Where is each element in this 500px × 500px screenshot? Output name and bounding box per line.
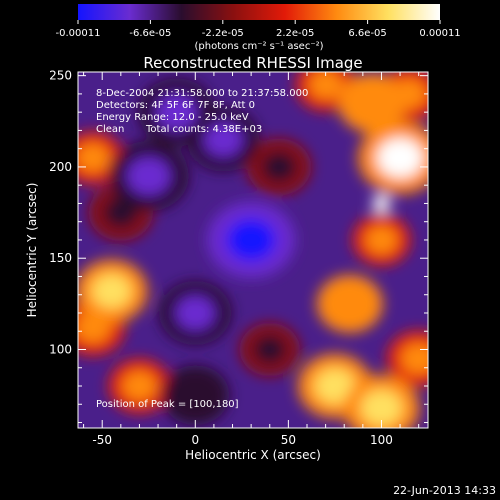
emission-core bbox=[91, 273, 132, 309]
y-tick-label: 200 bbox=[49, 160, 72, 174]
emission-core bbox=[261, 151, 297, 183]
emission-core bbox=[122, 370, 157, 402]
emission-core bbox=[376, 137, 424, 178]
colorbar-tick-label: -0.00011 bbox=[56, 28, 101, 39]
colorbar bbox=[78, 4, 440, 20]
colorbar-tick-label: 6.6e-05 bbox=[348, 28, 386, 39]
emission-core bbox=[226, 219, 276, 261]
x-axis-label: Heliocentric X (arcsec) bbox=[185, 448, 321, 462]
emission-core bbox=[331, 287, 368, 320]
emission-core bbox=[309, 72, 343, 100]
x-axis-ticks: -50 0 50 100 bbox=[83, 72, 420, 447]
x-tick-label: 0 bbox=[191, 433, 199, 447]
annotation-method: Clean bbox=[96, 124, 124, 135]
chart-title: Reconstructed RHESSI Image bbox=[143, 54, 362, 72]
emission-core bbox=[353, 86, 391, 120]
emission-core bbox=[360, 389, 403, 427]
annotation-energy: Energy Range: 12.0 - 25.0 keV bbox=[96, 112, 249, 123]
emission-core bbox=[365, 225, 398, 255]
y-tick-label: 150 bbox=[49, 251, 72, 265]
emission-core bbox=[126, 156, 171, 196]
colorbar-ticks: -0.00011 -6.6e-05 -2.2e-05 2.2e-05 6.6e-05 0.… bbox=[56, 20, 461, 39]
annotation-time: 8-Dec-2004 21:31:58.000 to 21:37:58.000 bbox=[96, 88, 308, 99]
emission-core bbox=[155, 93, 198, 131]
x-tick-label: 100 bbox=[370, 433, 393, 447]
y-axis-label: Heliocentric Y (arcsec) bbox=[25, 183, 39, 318]
annotation-peak: Position of Peak = [100,180] bbox=[96, 399, 239, 410]
y-tick-label: 250 bbox=[49, 69, 72, 83]
colorbar-unit: (photons cm⁻² s⁻¹ asec⁻²) bbox=[194, 41, 323, 52]
footer-timestamp: 22-Jun-2013 14:33 bbox=[393, 484, 496, 497]
emission-core bbox=[401, 343, 428, 375]
y-tick-label: 100 bbox=[49, 342, 72, 356]
y-axis-ticks: 100 150 200 250 bbox=[49, 69, 428, 424]
x-tick-label: -50 bbox=[92, 433, 112, 447]
emission-core bbox=[78, 143, 110, 173]
emission-core bbox=[314, 368, 356, 404]
x-tick-label: 50 bbox=[281, 433, 296, 447]
peak-marker bbox=[372, 194, 391, 213]
colorbar-tick-label: -2.2e-05 bbox=[202, 28, 244, 39]
emission-core bbox=[176, 378, 214, 412]
annotation-counts: Total counts: 4.38E+03 bbox=[145, 124, 262, 135]
emission-core bbox=[253, 334, 287, 365]
emission-core bbox=[203, 122, 244, 157]
colorbar-tick-label: 0.00011 bbox=[419, 28, 460, 39]
heatmap bbox=[78, 72, 428, 428]
emission-core bbox=[175, 295, 216, 331]
plot-frame bbox=[77, 71, 429, 429]
colorbar-tick-label: 2.2e-05 bbox=[276, 28, 314, 39]
colorbar-tick-label: -6.6e-05 bbox=[129, 28, 171, 39]
annotation-detectors: Detectors: 4F 5F 6F 7F 8F, Att 0 bbox=[96, 100, 255, 111]
